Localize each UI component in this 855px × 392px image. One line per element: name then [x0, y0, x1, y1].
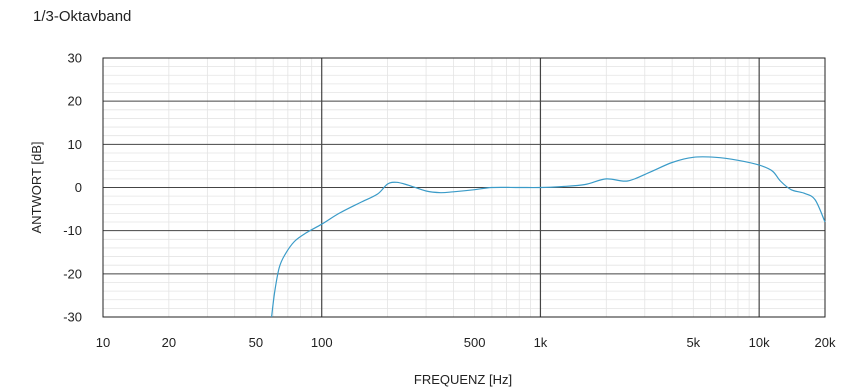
response-curve [271, 156, 826, 318]
y-tick-labels: 30 20 10 0 -10 -20 -30 [63, 51, 82, 325]
plot-frame [102, 57, 826, 318]
major-grid [103, 58, 825, 317]
y-tick-label: -30 [63, 310, 82, 325]
x-tick-label: 50 [249, 335, 263, 350]
y-tick-label: 10 [68, 137, 82, 152]
y-tick-label: 20 [68, 94, 82, 109]
x-axis-label: FREQUENZ [Hz] [414, 372, 512, 387]
x-tick-label: 20 [162, 335, 176, 350]
y-tick-label: 30 [68, 51, 82, 66]
x-tick-label: 1k [534, 335, 548, 350]
y-tick-label: 0 [75, 180, 82, 195]
x-tick-label: 5k [686, 335, 700, 350]
y-tick-label: -20 [63, 266, 82, 281]
x-tick-label: 20k [815, 335, 836, 350]
x-tick-label: 100 [311, 335, 333, 350]
y-axis-label: ANTWORT [dB] [29, 142, 44, 234]
x-tick-label: 10k [749, 335, 770, 350]
x-tick-labels: 10 20 50 100 500 1k 5k 10k 20k [96, 335, 836, 350]
x-tick-label: 10 [96, 335, 110, 350]
chart-title: 1/3-Oktavband [33, 8, 132, 25]
y-tick-label: -10 [63, 223, 82, 238]
x-tick-label: 500 [464, 335, 486, 350]
